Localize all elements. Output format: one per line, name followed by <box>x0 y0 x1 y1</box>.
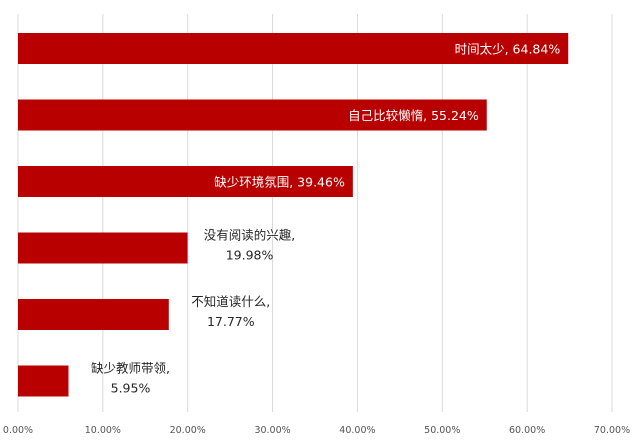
x-tick-label: 70.00% <box>594 425 630 436</box>
bars <box>18 33 569 397</box>
gridlines <box>17 14 613 412</box>
bar <box>18 166 353 197</box>
data-label: 17.77% <box>207 314 255 329</box>
bar <box>18 99 487 131</box>
data-label: 5.95% <box>111 381 151 396</box>
x-tick-label: 30.00% <box>254 425 290 436</box>
bar <box>18 232 188 264</box>
x-tick-label: 40.00% <box>339 425 375 436</box>
x-tick-label: 10.00% <box>85 425 121 436</box>
data-labels: 时间太少, 64.84% 自己比较懒惰, 55.24% 缺少环境氛围, 39.46%… <box>91 42 560 396</box>
x-axis-ticks: 0.00% 10.00% 20.00% 30.00% 40.00% 50.00% 60.00… <box>3 425 630 436</box>
data-label: 自己比较懒惰, 55.24% <box>348 108 479 123</box>
x-tick-label: 60.00% <box>509 425 545 436</box>
x-tick-label: 0.00% <box>3 425 33 436</box>
bar <box>18 365 69 397</box>
bar <box>18 33 569 64</box>
x-tick-label: 50.00% <box>424 425 460 436</box>
data-label: 没有阅读的兴趣, <box>204 228 295 243</box>
data-label: 19.98% <box>226 248 274 263</box>
data-label: 时间太少, 64.84% <box>455 42 561 57</box>
data-label: 不知道读什么, <box>191 294 270 309</box>
bar <box>18 299 169 330</box>
data-label: 缺少环境氛围, 39.46% <box>214 175 345 190</box>
data-label: 缺少教师带领, <box>91 361 170 376</box>
x-tick-label: 20.00% <box>170 425 206 436</box>
